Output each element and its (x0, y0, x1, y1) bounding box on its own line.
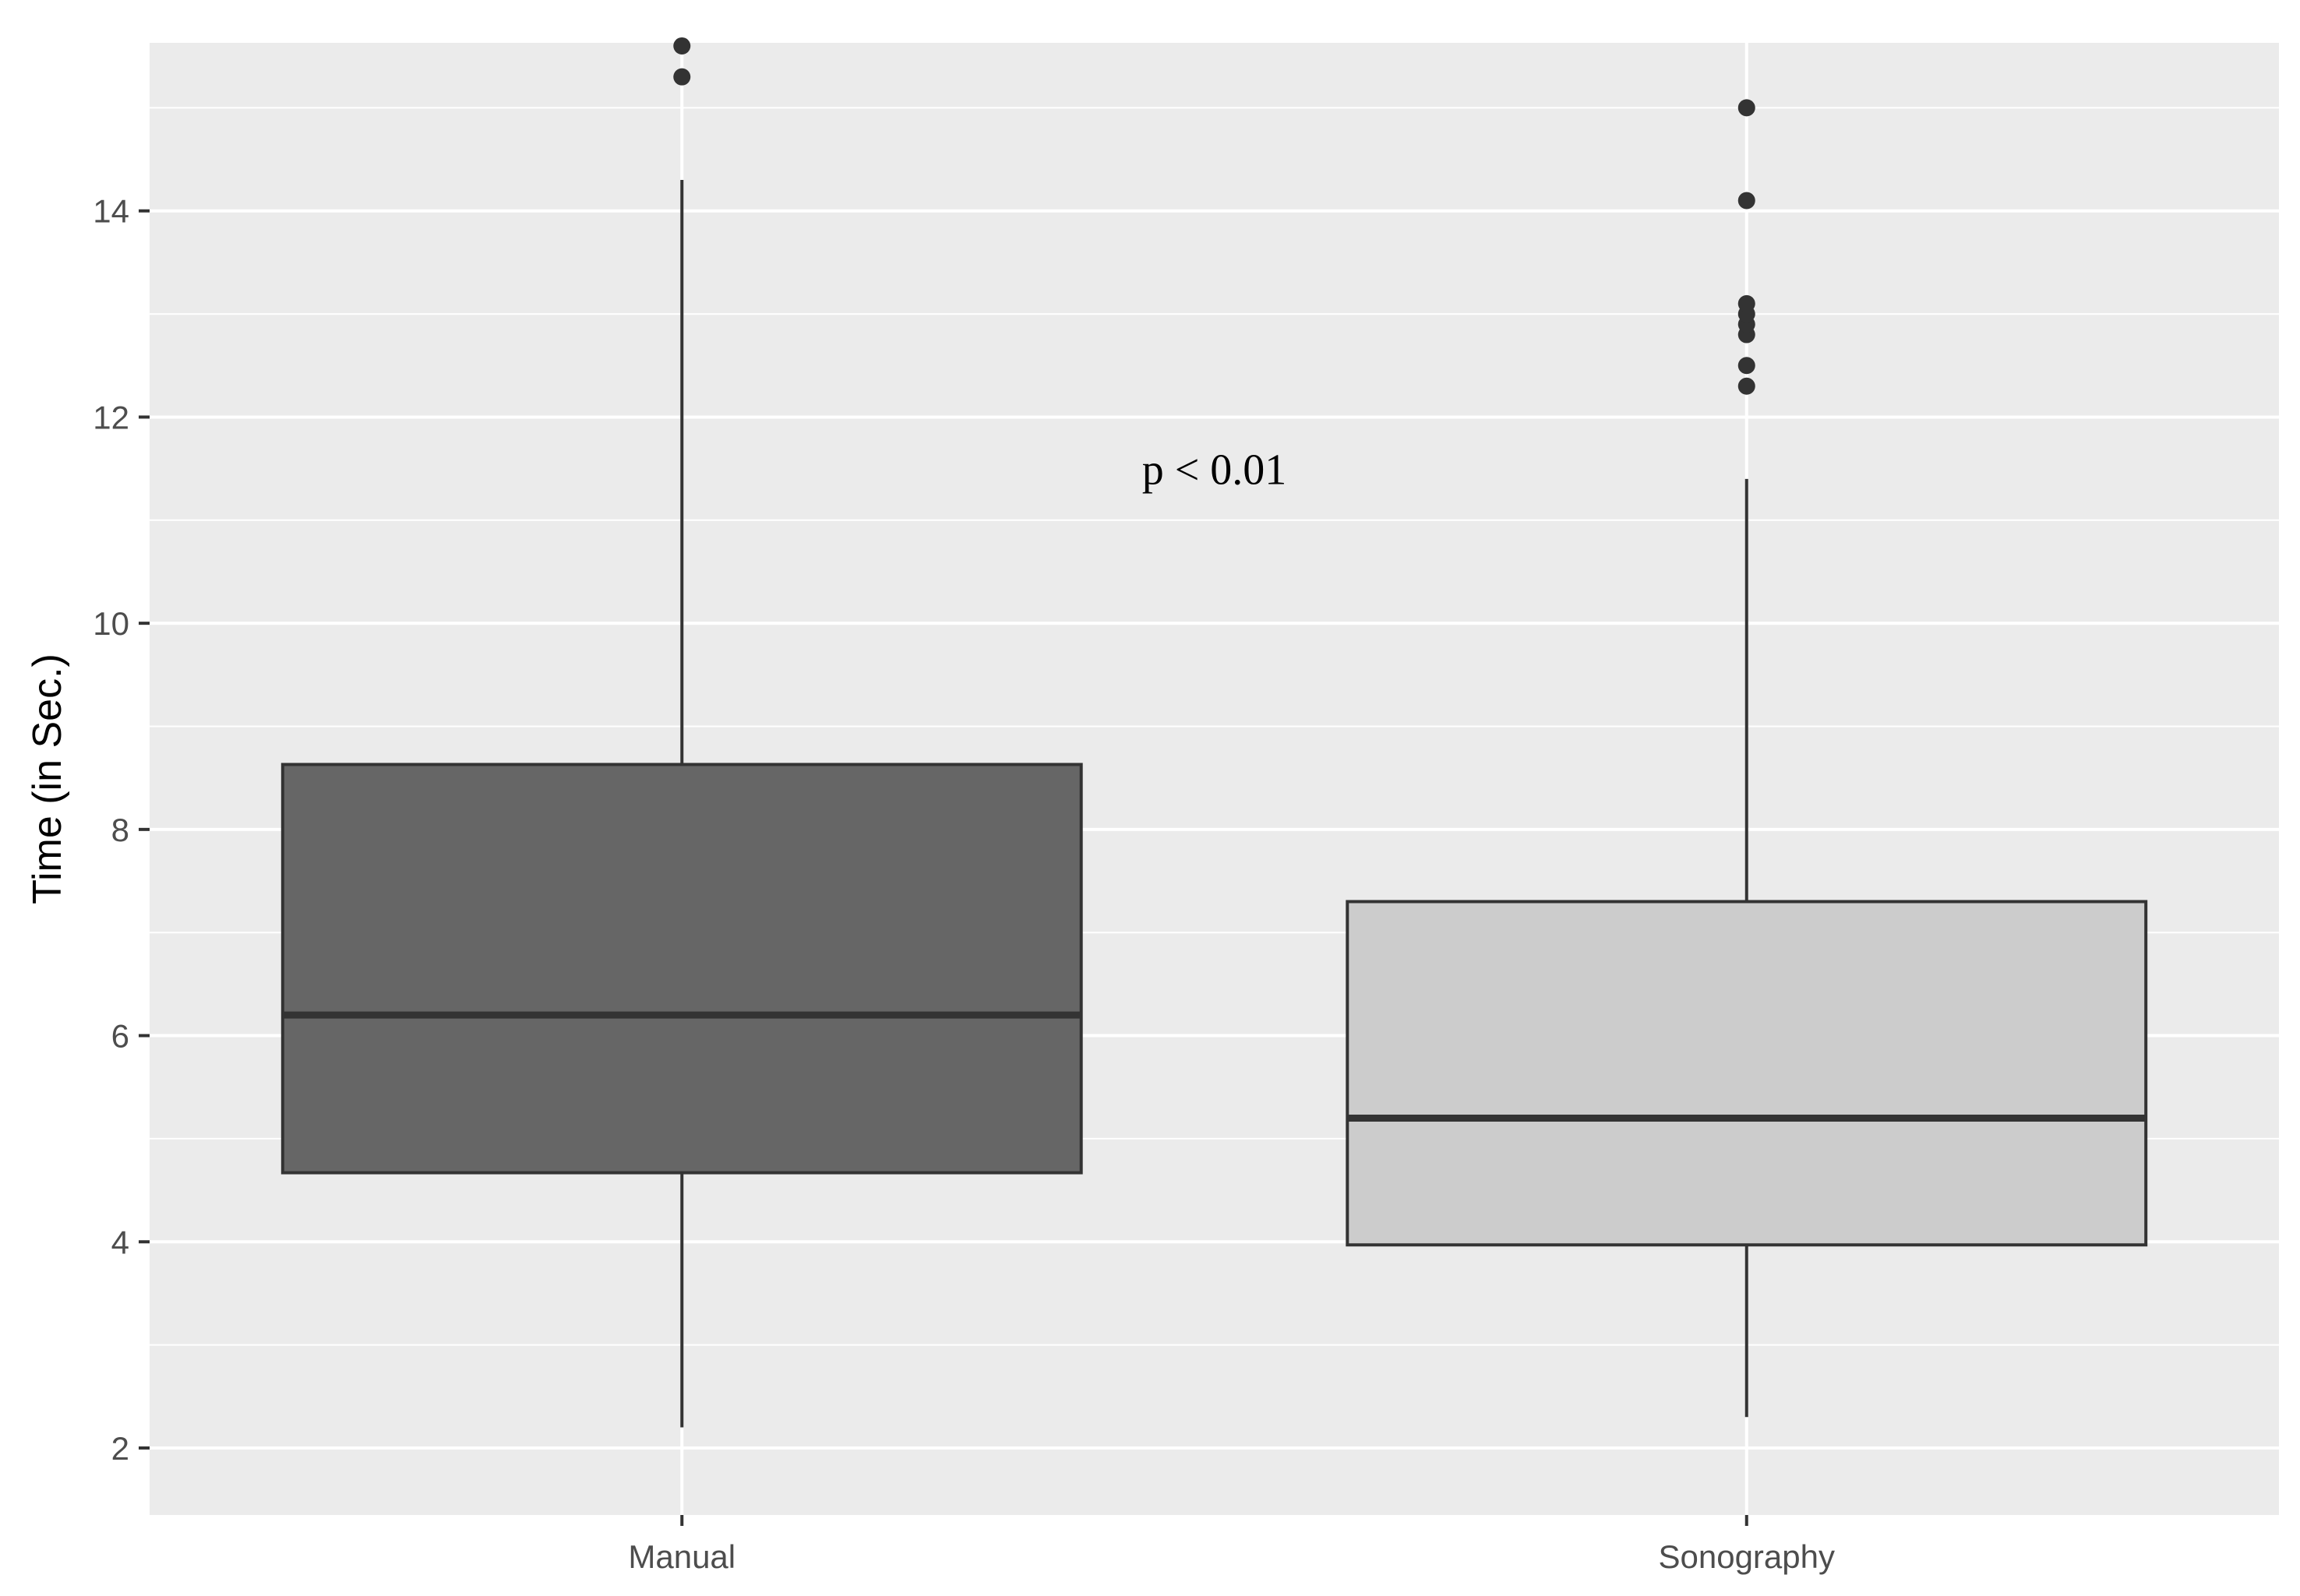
y-tick-label: 10 (93, 605, 129, 642)
box-sonography (1346, 99, 2148, 1418)
outlier-point (1737, 294, 1755, 312)
outlier-point (1737, 357, 1755, 375)
y-tick-label: 8 (111, 812, 129, 848)
y-tick-label: 2 (111, 1430, 129, 1467)
outlier-point (673, 68, 691, 86)
p-value-annotation: p < 0.01 (1142, 446, 1287, 495)
y-tick-label: 14 (93, 193, 129, 230)
outlier-point (1737, 192, 1755, 210)
x-tick-label: Manual (628, 1538, 736, 1575)
x-axis: Manual Sonography (628, 1515, 1835, 1575)
y-axis: 2 4 6 8 10 12 14 (93, 193, 150, 1467)
x-tick-label: Sonography (1658, 1538, 1835, 1575)
outlier-point (1737, 377, 1755, 395)
y-axis-title: Time (in Sec.) (25, 654, 70, 904)
boxes (280, 37, 2148, 1428)
y-tick-label: 6 (111, 1018, 129, 1055)
interquartile-box (280, 763, 1083, 1175)
interquartile-box (1346, 900, 2148, 1247)
box-manual (280, 37, 1083, 1428)
outlier-point (1737, 99, 1755, 117)
y-tick-label: 4 (111, 1224, 129, 1260)
outlier-point (673, 37, 691, 55)
y-tick-label: 12 (93, 399, 129, 435)
